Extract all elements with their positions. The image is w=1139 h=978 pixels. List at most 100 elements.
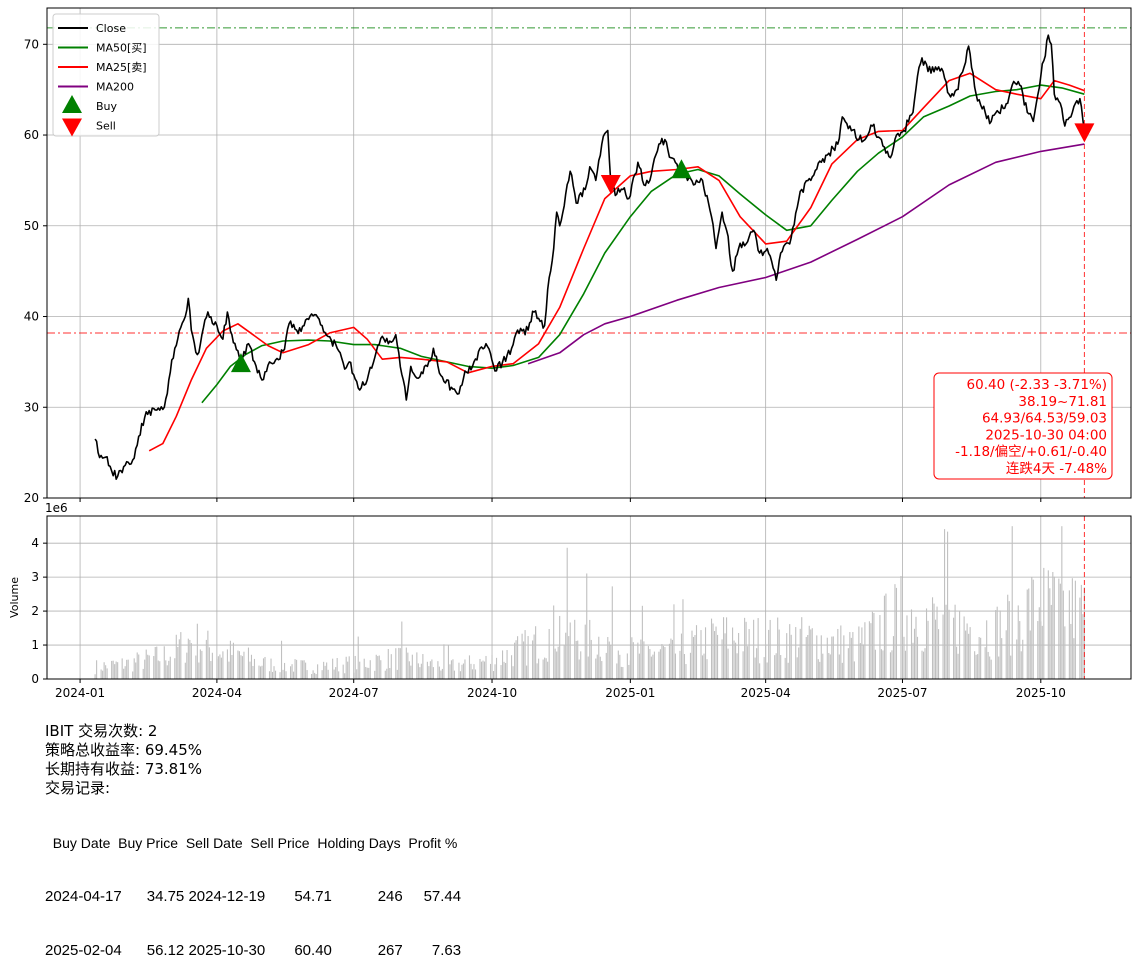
volume-bar	[742, 651, 744, 679]
volume-bar	[757, 618, 759, 679]
volume-bar	[306, 670, 308, 679]
volume-bar	[111, 660, 113, 679]
volume-bar	[169, 656, 171, 679]
volume-bar	[495, 657, 498, 679]
volume-bar	[447, 645, 449, 679]
volume-bar	[344, 673, 346, 679]
volume-bar	[1070, 623, 1072, 679]
volume-bar	[450, 660, 452, 679]
volume-bar	[294, 659, 296, 679]
volume-bar	[494, 664, 496, 679]
volume-bar	[640, 639, 642, 679]
volume-bar	[280, 640, 283, 679]
volume-y-tick-label: 3	[31, 570, 39, 584]
volume-bar	[190, 643, 192, 679]
volume-bar	[1031, 577, 1033, 679]
volume-bar	[144, 659, 146, 679]
volume-bar	[290, 666, 292, 679]
volume-bar	[548, 628, 550, 679]
volume-bar	[210, 661, 212, 679]
volume-bar	[123, 668, 125, 679]
volume-bar	[777, 617, 779, 679]
volume-bar	[671, 639, 673, 679]
volume-bar	[852, 632, 854, 679]
volume-bar	[1071, 578, 1073, 679]
volume-bar	[968, 633, 970, 679]
volume-bar	[643, 641, 645, 679]
volume-bar	[354, 655, 356, 679]
volume-bar	[745, 621, 747, 679]
volume-bar	[284, 662, 286, 679]
volume-bar	[650, 656, 652, 679]
volume-bar	[766, 662, 768, 679]
volume-bar	[417, 663, 419, 679]
volume-bar	[348, 656, 350, 679]
volume-axes-frame	[46, 515, 1132, 680]
volume-bar	[1017, 605, 1019, 679]
volume-bar	[780, 655, 782, 679]
legend-label: Close	[96, 22, 126, 35]
volume-bar	[250, 654, 253, 679]
volume-bar	[100, 669, 102, 679]
volume-bar	[264, 656, 266, 679]
volume-bar	[580, 651, 582, 679]
legend-label: Buy	[96, 100, 118, 113]
volume-bar	[736, 653, 738, 679]
volume-bar	[468, 655, 471, 679]
volume-bar	[405, 647, 407, 679]
volume-bar	[512, 666, 514, 679]
volume-bar	[302, 660, 304, 679]
volume-bar	[873, 612, 875, 679]
volume-bar	[756, 648, 758, 679]
volume-bar	[629, 660, 631, 679]
volume-bar	[365, 666, 367, 679]
volume-bar	[565, 632, 567, 679]
volume-bar	[338, 671, 340, 679]
volume-bar	[769, 619, 771, 679]
volume-bar	[159, 661, 161, 679]
volume-bar	[198, 662, 200, 679]
volume-bar	[459, 671, 461, 679]
volume-bar	[969, 627, 971, 679]
volume-bar	[965, 630, 967, 679]
volume-bar	[231, 654, 233, 679]
volume-bar	[545, 658, 547, 679]
volume-bar	[956, 646, 958, 679]
volume-bar	[721, 639, 723, 679]
volume-bar	[859, 643, 861, 679]
volume-bar	[112, 660, 114, 679]
price-axes-frame	[46, 7, 1132, 499]
volume-bar	[1061, 526, 1063, 679]
volume-bar	[765, 644, 767, 679]
volume-bar	[912, 642, 914, 679]
volume-bar	[142, 668, 144, 679]
volume-bar	[201, 650, 203, 679]
volume-bar	[474, 669, 477, 679]
price-annotation: 60.40 (-2.33 -3.71%)38.19~71.8164.93/64.…	[933, 372, 1113, 480]
volume-bar	[819, 661, 821, 679]
volume-bar	[945, 604, 947, 679]
volume-bar	[222, 651, 224, 679]
volume-bar	[662, 645, 664, 679]
volume-bar	[948, 609, 950, 679]
volume-bar	[563, 644, 565, 679]
volume-bar	[470, 663, 472, 679]
volume-bar	[538, 658, 540, 679]
volume-bar	[249, 661, 251, 679]
volume-bar	[732, 627, 734, 679]
volume-bar	[1043, 567, 1045, 679]
volume-bar	[440, 670, 442, 679]
volume-bar	[754, 657, 756, 679]
volume-bar	[389, 668, 391, 679]
volume-bar	[620, 666, 622, 679]
volume-bar	[590, 639, 592, 679]
volume-bar	[617, 650, 619, 679]
volume-bar	[787, 662, 789, 679]
volume-bar	[840, 625, 842, 679]
volume-bar	[305, 662, 307, 679]
volume-bar	[247, 647, 250, 679]
volume-bar	[514, 642, 516, 679]
volume-bar	[938, 629, 940, 679]
volume-bar	[300, 660, 302, 679]
volume-bar	[511, 655, 513, 679]
